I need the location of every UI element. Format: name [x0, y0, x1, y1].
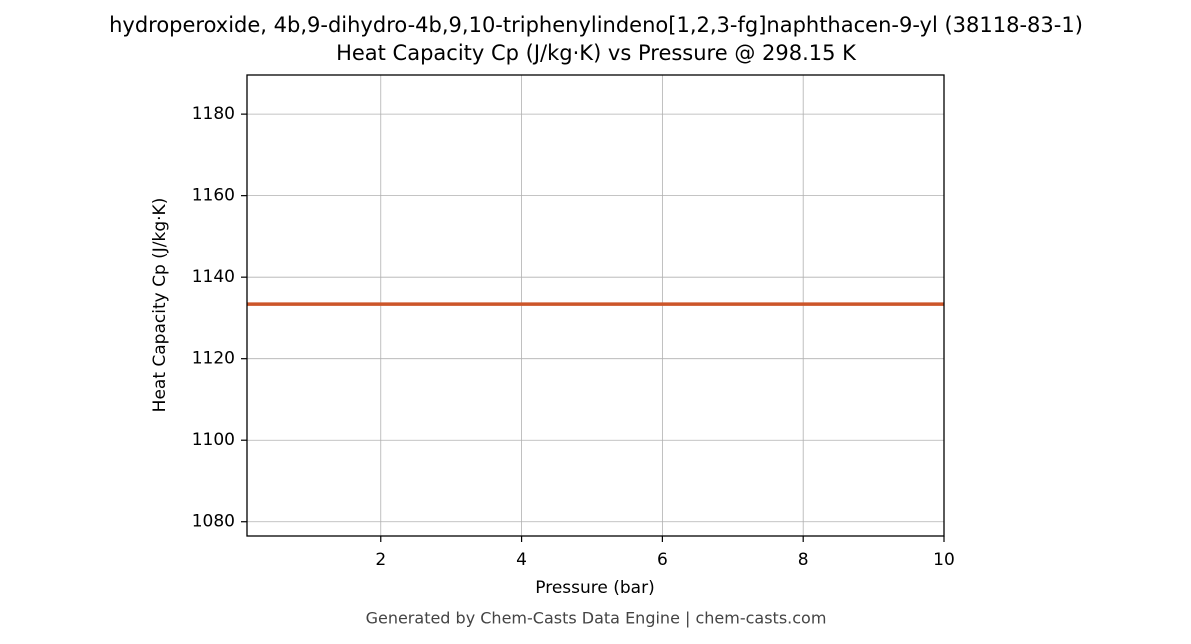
x-tick-label: 8 [798, 550, 809, 570]
y-tick-label: 1180 [192, 104, 235, 124]
y-tick-label: 1160 [192, 186, 235, 206]
x-tick-label: 4 [516, 550, 527, 570]
y-tick-label: 1080 [192, 512, 235, 532]
plot-frame [246, 74, 945, 537]
x-tick-label: 10 [933, 550, 955, 570]
x-axis-label: Pressure (bar) [535, 578, 654, 598]
y-tick-label: 1120 [192, 349, 235, 369]
chart-title: hydroperoxide, 4b,9-dihydro-4b,9,10-trip… [109, 13, 1083, 37]
footer: Generated by Chem-Casts Data Engine | ch… [366, 609, 827, 628]
chart-subtitle: Heat Capacity Cp (J/kg·K) vs Pressure @ … [336, 41, 857, 65]
y-axis-label: Heat Capacity Cp (J/kg·K) [150, 198, 170, 413]
x-tick-label: 6 [657, 550, 668, 570]
y-tick-label: 1140 [192, 267, 235, 287]
y-tick-label: 1100 [192, 430, 235, 450]
x-tick-label: 2 [375, 550, 386, 570]
